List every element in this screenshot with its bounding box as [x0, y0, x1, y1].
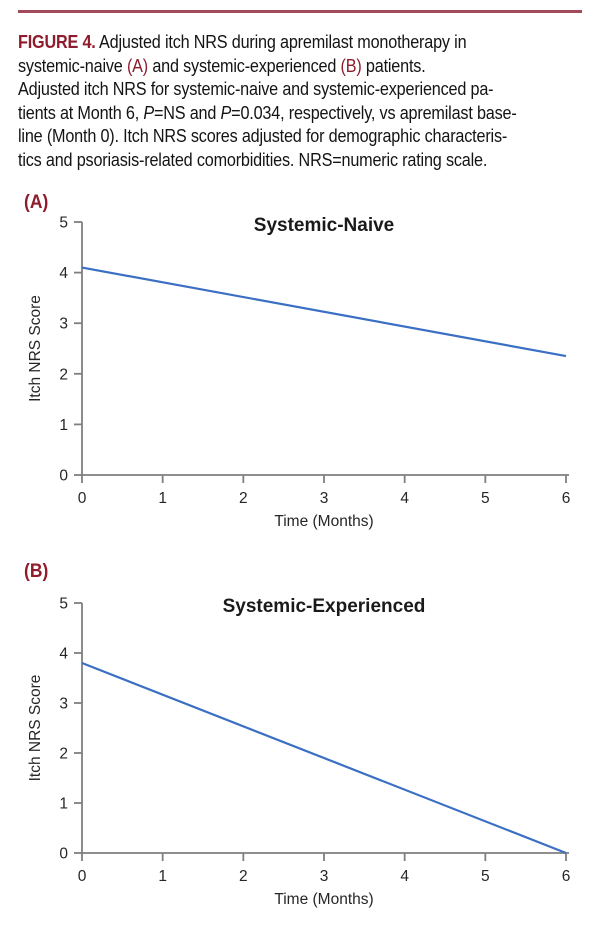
line-chart-svg: Systemic-Experienced 0 1 2 3 4 5 0 1 2 3 4 5 6 Time (M…	[27, 596, 571, 909]
x-tick-label: 5	[481, 868, 490, 885]
caption-line: tics and psoriasis-related comorbidities…	[18, 149, 538, 173]
x-tick-label: 0	[78, 490, 87, 507]
y-tick-label: 3	[59, 696, 68, 713]
caption-run: systemic-naive	[18, 55, 127, 76]
caption-run: Adjusted itch NRS during apremilast mono…	[95, 32, 467, 52]
x-tick-label: 2	[239, 868, 248, 885]
caption-run: FIGURE 4.	[18, 32, 96, 52]
chart-title: Systemic-Naive	[254, 215, 394, 236]
x-tick-label: 0	[78, 868, 87, 885]
caption-run: patients.	[361, 55, 426, 76]
caption-run: tics and psoriasis-related comorbidities…	[18, 149, 488, 170]
chart-title: Systemic-Experienced	[223, 596, 426, 617]
caption-run: P	[220, 102, 232, 123]
x-tick-label: 6	[562, 868, 571, 885]
x-tick-label: 1	[158, 490, 167, 507]
x-tick-label: 4	[400, 868, 409, 885]
data-line	[81, 661, 567, 855]
caption-line: tients at Month 6, P=NS and P=0.034, res…	[18, 102, 538, 126]
y-axis-title: Itch NRS Score	[27, 675, 44, 782]
x-tick-label: 1	[158, 868, 167, 885]
data-line	[81, 266, 567, 358]
line-chart-svg: Systemic-Naive 0 1 2 3 4 5 0 1 2 3 4 5 6 Time (Months)…	[27, 215, 571, 531]
y-tick-label: 0	[59, 468, 68, 485]
caption-run: =NS and	[153, 102, 221, 123]
y-tick-label: 5	[59, 596, 68, 613]
y-tick-label: 2	[59, 366, 68, 383]
y-tick-label: 1	[59, 796, 68, 813]
y-tick-label: 1	[59, 417, 68, 434]
panel-a-label: (A)	[24, 192, 49, 213]
x-tick-label: 3	[320, 868, 329, 885]
x-tick-label: 3	[320, 490, 329, 507]
caption-run: and systemic-experienced	[148, 55, 341, 76]
x-tick-label: 5	[481, 490, 490, 507]
caption-run: =0.034, respectively, vs apremilast base…	[231, 102, 517, 123]
x-axis-title: Time (Months)	[274, 891, 373, 908]
y-tick-label: 5	[59, 215, 68, 232]
x-tick-label: 6	[562, 490, 571, 507]
caption-run: (A)	[126, 55, 149, 76]
caption-run: tients at Month 6,	[18, 102, 144, 123]
x-axis-title: Time (Months)	[274, 513, 373, 530]
y-tick-label: 3	[59, 316, 68, 333]
caption-run: P	[143, 102, 154, 123]
caption-run: line (Month 0). Itch NRS scores adjusted…	[18, 126, 508, 146]
panel-b-label: (B)	[24, 561, 49, 582]
y-tick-label: 4	[59, 265, 68, 282]
figure-top-rule	[18, 10, 582, 13]
y-tick-label: 4	[59, 646, 68, 663]
caption-run: (B)	[340, 55, 362, 76]
caption-line: Adjusted itch NRS for systemic-naive and…	[18, 78, 538, 102]
chart-systemic-naive: Systemic-Naive 0 1 2 3 4 5 0 1 2 3 4 5 6 Time (Months)…	[0, 188, 600, 543]
y-tick-label: 0	[59, 846, 68, 863]
y-tick-label: 2	[59, 746, 68, 763]
caption-line: systemic-naive (A) and systemic-experien…	[18, 55, 538, 79]
caption-line: FIGURE 4. Adjusted itch NRS during aprem…	[18, 31, 538, 55]
y-axis-title: Itch NRS Score	[27, 295, 44, 402]
caption-line: line (Month 0). Itch NRS scores adjusted…	[18, 125, 538, 149]
figure-caption: FIGURE 4. Adjusted itch NRS during aprem…	[18, 31, 538, 172]
x-tick-label: 2	[239, 490, 248, 507]
caption-run: Adjusted itch NRS for systemic-naive and…	[18, 79, 494, 99]
x-tick-label: 4	[400, 490, 409, 507]
chart-systemic-experienced: Systemic-Experienced 0 1 2 3 4 5 0 1 2 3 4 5 6 Time (M…	[0, 558, 600, 915]
